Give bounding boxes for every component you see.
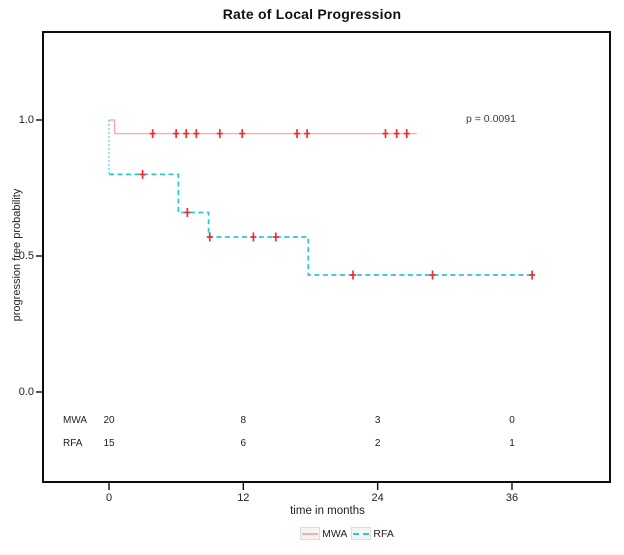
risk-count-rfa-t24: 2 — [374, 438, 381, 449]
legend-item-mwa: MWA — [300, 527, 347, 540]
legend: MWA RFA — [0, 527, 624, 540]
x-tick-label: 12 — [237, 492, 250, 504]
legend-key-mwa — [300, 527, 321, 540]
risk-count-mwa-t12: 8 — [240, 415, 247, 426]
x-tick-label: 24 — [371, 492, 384, 504]
curve-mwa — [109, 119, 417, 135]
chart-title: Rate of Local Progression — [222, 6, 402, 22]
y-tick-label: 1.0 — [18, 114, 34, 126]
x-tick-label: 0 — [105, 492, 113, 504]
risk-row-label-rfa: RFA — [63, 438, 83, 449]
risk-count-mwa-t36: 0 — [509, 415, 515, 426]
legend-key-rfa — [351, 527, 372, 540]
curve-rfa — [109, 173, 534, 276]
y-tick-label: 0.5 — [18, 250, 34, 262]
risk-count-rfa-t36: 1 — [509, 438, 515, 449]
risk-count-mwa-t0: 20 — [103, 415, 115, 426]
risk-count-rfa-t0: 15 — [103, 438, 115, 449]
y-tick-label: 0.0 — [18, 386, 34, 398]
legend-swatch-rfa-line — [353, 532, 370, 535]
legend-label-rfa: RFA — [373, 527, 394, 540]
legend-item-rfa: RFA — [351, 527, 394, 540]
risk-count-rfa-t12: 6 — [240, 438, 247, 449]
plot-area — [42, 31, 611, 483]
risk-count-mwa-t24: 3 — [374, 415, 381, 426]
x-tick-label: 36 — [505, 492, 519, 504]
legend-label-mwa: MWA — [322, 527, 348, 540]
risk-row-label-mwa: MWA — [63, 415, 88, 426]
legend-swatch-mwa-line — [302, 532, 319, 535]
p-value-annotation: p = 0.0091 — [466, 113, 516, 125]
x-axis-label: time in months — [290, 505, 365, 517]
